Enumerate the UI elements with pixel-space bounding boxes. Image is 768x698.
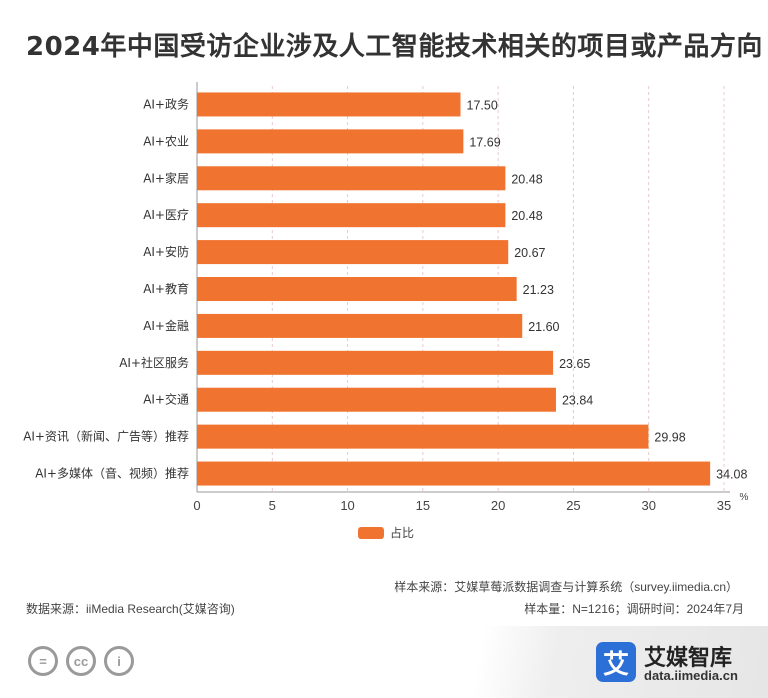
- legend[interactable]: 占比: [358, 524, 414, 541]
- value-label: 20.48: [511, 172, 542, 186]
- x-tick-label: 25: [566, 498, 580, 513]
- value-label: 20.67: [514, 246, 545, 260]
- bar: [197, 277, 517, 301]
- category-label: AI+交通: [143, 392, 189, 407]
- sample-source: 样本来源：艾媒草莓派数据调查与计算系统（survey.iimedia.cn）: [394, 580, 738, 594]
- x-tick-label: 20: [491, 498, 505, 513]
- cc-icon: cc: [66, 646, 96, 676]
- value-label: 21.60: [528, 320, 559, 334]
- bar: [197, 313, 523, 338]
- bar: [197, 461, 711, 486]
- value-label: 34.08: [716, 468, 747, 482]
- category-label: AI+安防: [143, 244, 189, 259]
- bar-chart: 0 5 10 15 20 25 30 35% AI+政务 17.50 AI+农业 17.69 AI+家居…: [23, 82, 749, 513]
- x-tick-label: 35: [717, 498, 731, 513]
- legend-swatch: [358, 526, 384, 539]
- x-tick-label: 10: [340, 498, 354, 513]
- bar: [197, 240, 509, 265]
- value-label: 20.48: [511, 209, 542, 223]
- value-label: 17.50: [467, 98, 498, 112]
- person-icon: i: [104, 646, 134, 676]
- brand-name: 艾媒智库: [644, 646, 733, 671]
- license-icons: = cc i: [28, 646, 134, 676]
- value-label: 23.84: [562, 394, 593, 408]
- bar: [197, 203, 506, 228]
- category-label: AI+多媒体（音、视频）推荐: [35, 466, 189, 481]
- bar: [197, 424, 649, 449]
- bar: [197, 166, 506, 191]
- bar: [197, 129, 464, 154]
- x-tick-label: 30: [641, 498, 655, 513]
- legend-label: 占比: [390, 526, 415, 540]
- x-tick-label: 5: [269, 498, 276, 513]
- category-label: AI+教育: [143, 281, 189, 296]
- sample-size: 样本量：N=1216；调研时间：2024年7月: [524, 602, 744, 616]
- data-source: 数据来源：iiMedia Research(艾媒咨询): [26, 602, 235, 616]
- brand-logo-icon: 艾: [596, 642, 636, 682]
- value-label: 21.23: [523, 283, 554, 297]
- x-unit-label: %: [740, 492, 749, 503]
- brand-url[interactable]: data.iimedia.cn: [644, 668, 738, 683]
- value-label: 17.69: [469, 135, 500, 149]
- x-tick-label: 15: [416, 498, 430, 513]
- chart-title: 2024年中国受访企业涉及人工智能技术相关的项目或产品方向: [26, 32, 763, 62]
- category-label: AI+社区服务: [119, 355, 189, 370]
- x-tick-label: 0: [193, 498, 200, 513]
- category-label: AI+资讯（新闻、广告等）推荐: [23, 429, 189, 444]
- bar: [197, 92, 461, 117]
- value-label: 29.98: [654, 431, 685, 445]
- category-label: AI+家居: [143, 170, 189, 185]
- equal-icon: =: [28, 646, 58, 676]
- category-label: AI+金融: [143, 318, 189, 333]
- bar: [197, 350, 554, 375]
- category-label: AI+政务: [143, 96, 189, 111]
- value-label: 23.65: [559, 357, 590, 371]
- bar: [197, 387, 556, 412]
- category-label: AI+医疗: [143, 208, 189, 222]
- category-label: AI+农业: [143, 134, 189, 148]
